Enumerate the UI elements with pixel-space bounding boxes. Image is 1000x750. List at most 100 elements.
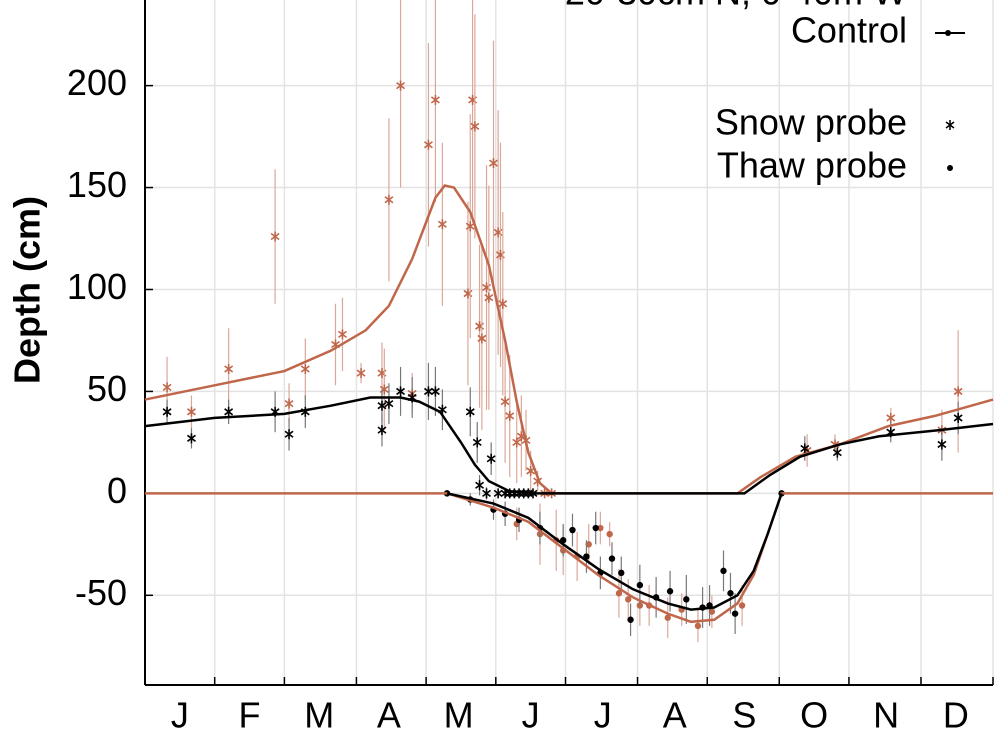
thaw-point xyxy=(618,569,625,577)
asterisk-stroke xyxy=(484,294,494,302)
x-tick-label: M xyxy=(444,695,474,736)
snow-point xyxy=(472,437,482,448)
snow-point xyxy=(284,398,294,409)
thaw-point xyxy=(727,590,734,597)
x-tick-label: D xyxy=(943,695,969,736)
asterisk-stroke xyxy=(377,402,387,410)
asterisk-stroke xyxy=(284,430,294,438)
asterisk-stroke xyxy=(284,400,294,408)
snow-point xyxy=(832,447,842,458)
snow-point xyxy=(430,386,440,397)
thaw-point xyxy=(608,555,616,562)
asterisk-stroke xyxy=(430,387,440,396)
snow-point xyxy=(953,386,963,397)
snow-point xyxy=(162,382,172,393)
thaw-point xyxy=(738,602,746,609)
x-tick-label: J xyxy=(522,695,540,736)
y-tick-label: 100 xyxy=(67,266,127,307)
asterisk-stroke xyxy=(475,481,485,489)
asterisk-stroke xyxy=(465,222,475,230)
curve xyxy=(144,184,994,495)
snow-point xyxy=(489,158,498,169)
y-tick-label: 200 xyxy=(67,62,127,103)
thaw-point xyxy=(694,622,702,630)
snow-point xyxy=(284,429,294,440)
asterisk-stroke xyxy=(186,408,196,416)
snow-point xyxy=(486,453,496,464)
asterisk-stroke xyxy=(224,408,234,416)
snow-point xyxy=(470,121,480,132)
asterisk-stroke xyxy=(356,369,366,377)
thaw-point xyxy=(592,524,599,532)
snow-point xyxy=(465,406,475,417)
curve xyxy=(145,492,993,624)
legend-label: 20-30cm N, 0-40m W xyxy=(565,0,907,13)
thaw-point xyxy=(708,608,716,615)
snow-point xyxy=(270,231,280,242)
asterisk-stroke xyxy=(486,455,496,463)
snow-point xyxy=(482,488,492,499)
asterisk-stroke xyxy=(430,96,440,104)
snow-point xyxy=(437,219,447,230)
asterisk-stroke xyxy=(832,448,842,457)
snow-point xyxy=(477,333,487,344)
snow-point xyxy=(800,443,810,454)
snow-point xyxy=(300,364,310,375)
asterisk-stroke xyxy=(482,489,492,498)
asterisk-stroke xyxy=(465,408,475,416)
y-tick-label: 50 xyxy=(87,368,127,409)
asterisk-stroke xyxy=(186,434,196,442)
snow-point xyxy=(498,298,508,309)
x-tick-label: M xyxy=(304,695,334,736)
legend-label: Thaw probe xyxy=(717,145,907,186)
legend-dot xyxy=(945,30,951,36)
thaw-point xyxy=(683,596,690,603)
asterisk-stroke xyxy=(505,412,515,420)
asterisk-stroke xyxy=(953,387,963,396)
asterisk-stroke xyxy=(337,330,347,338)
x-tick-label: J xyxy=(594,695,612,736)
snow-point xyxy=(475,480,485,491)
curve xyxy=(446,492,783,611)
x-tick-label: A xyxy=(663,695,687,736)
snow-point xyxy=(396,80,406,91)
legend-label: Control xyxy=(791,10,907,51)
asterisk-stroke xyxy=(477,334,487,343)
asterisk-stroke xyxy=(423,141,433,149)
thaw-point xyxy=(585,541,592,548)
snow-point xyxy=(886,412,896,423)
x-tick-label: O xyxy=(800,695,828,736)
asterisk-stroke xyxy=(886,414,896,422)
thaw-point xyxy=(625,596,632,603)
curve xyxy=(144,396,994,495)
thaw-point xyxy=(636,581,644,589)
asterisk-stroke xyxy=(162,383,172,391)
snow-point xyxy=(465,221,475,232)
snow-point xyxy=(937,439,947,450)
y-axis-title: Depth (cm) xyxy=(7,196,48,384)
snow-point xyxy=(396,386,406,397)
snow-point xyxy=(500,396,510,407)
thaw-point xyxy=(606,530,613,538)
asterisk-stroke xyxy=(384,196,394,204)
legend-dot xyxy=(947,165,953,171)
asterisk-stroke xyxy=(396,81,406,90)
asterisk-stroke xyxy=(423,387,433,396)
y-tick-label: 0 xyxy=(107,470,127,511)
plot-area xyxy=(144,0,994,686)
snow-point xyxy=(953,412,963,423)
thaw-point xyxy=(664,614,671,621)
asterisk-stroke xyxy=(493,489,503,498)
x-tick-label: A xyxy=(377,695,401,736)
asterisk-stroke xyxy=(300,365,310,373)
thaw-point xyxy=(731,610,739,617)
thaw-point xyxy=(597,524,604,532)
x-tick-label: S xyxy=(732,695,756,736)
asterisk-stroke xyxy=(937,440,947,449)
asterisk-stroke xyxy=(224,365,234,373)
asterisk-stroke xyxy=(500,397,510,406)
asterisk-stroke xyxy=(377,426,387,434)
asterisk-stroke xyxy=(498,300,508,308)
y-tick-label: -50 xyxy=(75,572,127,613)
